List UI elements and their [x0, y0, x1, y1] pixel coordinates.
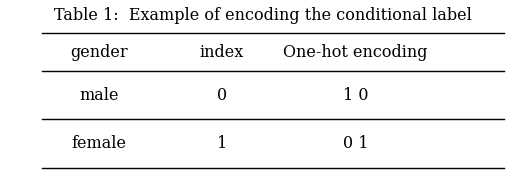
Text: female: female: [72, 135, 126, 152]
Text: 1 0: 1 0: [342, 87, 368, 104]
Text: One-hot encoding: One-hot encoding: [283, 44, 428, 61]
Text: 0: 0: [217, 87, 227, 104]
Text: male: male: [79, 87, 118, 104]
Text: 1: 1: [217, 135, 227, 152]
Text: index: index: [200, 44, 244, 61]
Text: 0 1: 0 1: [342, 135, 368, 152]
Text: Table 1:  Example of encoding the conditional label: Table 1: Example of encoding the conditi…: [54, 7, 472, 24]
Text: gender: gender: [70, 44, 128, 61]
